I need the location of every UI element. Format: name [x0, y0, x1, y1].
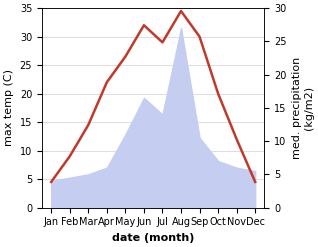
X-axis label: date (month): date (month)	[112, 233, 194, 243]
Y-axis label: max temp (C): max temp (C)	[4, 69, 14, 146]
Y-axis label: med. precipitation
(kg/m2): med. precipitation (kg/m2)	[292, 57, 314, 159]
